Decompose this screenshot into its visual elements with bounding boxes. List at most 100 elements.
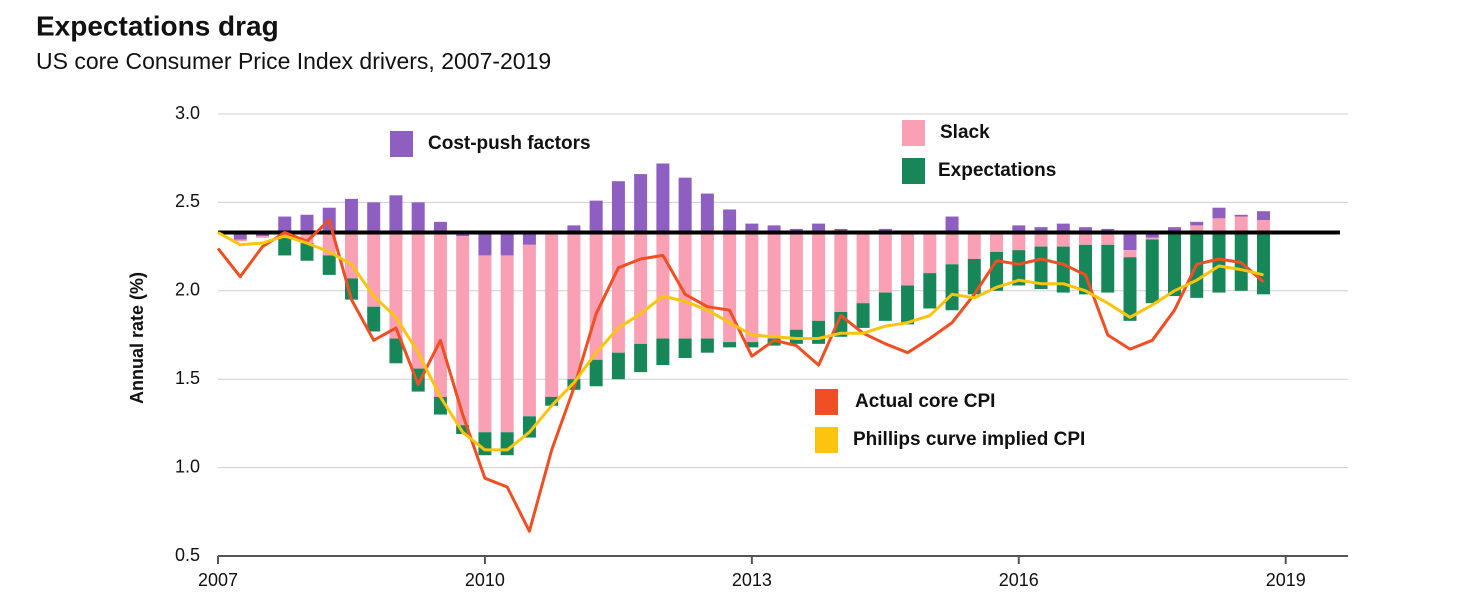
bar-segment	[233, 232, 247, 240]
bar-segment	[812, 232, 826, 321]
bar-segment	[1012, 232, 1026, 251]
bar-segment	[789, 329, 803, 344]
bar-segment	[1190, 225, 1204, 233]
bar-segment	[1212, 218, 1226, 233]
x-tick-label: 2007	[198, 570, 238, 590]
bar-segment	[389, 338, 403, 364]
legend-swatch	[902, 120, 925, 146]
bar-segment	[233, 239, 247, 242]
bar-segment	[656, 163, 670, 233]
bar-segment	[1056, 223, 1070, 233]
bar-segment	[278, 237, 292, 256]
bar-segment	[589, 200, 603, 233]
bar-segment	[700, 193, 714, 233]
x-tick-label: 2016	[999, 570, 1039, 590]
bar-segment	[589, 359, 603, 387]
bar-segment	[300, 214, 314, 233]
bar-segment	[767, 232, 781, 339]
bar-segment	[812, 223, 826, 233]
y-tick-label: 2.0	[175, 280, 200, 300]
y-tick-label: 3.0	[175, 103, 200, 123]
bar-segment	[1145, 237, 1159, 240]
bar-segment	[745, 232, 759, 343]
bar-segment	[923, 234, 937, 274]
bar-segment	[456, 235, 470, 426]
bar-segment	[634, 343, 648, 373]
legend-label: Phillips curve implied CPI	[853, 429, 1085, 450]
bar-segment	[1079, 227, 1093, 233]
bar-segment	[1256, 232, 1270, 295]
bar-segment	[1101, 244, 1115, 293]
bar-segment	[967, 232, 981, 259]
bar-segment	[1212, 232, 1226, 293]
bar-segment	[433, 221, 447, 233]
legend-swatch	[815, 427, 838, 453]
bar-segment	[834, 232, 848, 313]
bar-segment	[1012, 225, 1026, 233]
bar-segment	[300, 243, 314, 261]
bar-segment	[1234, 214, 1248, 217]
bar-segment	[1145, 239, 1159, 304]
bar-segment	[878, 292, 892, 321]
bar-segment	[545, 232, 559, 397]
bar-segment	[611, 232, 625, 353]
bar-segment	[545, 396, 559, 406]
bar-segment	[567, 225, 581, 233]
bar-segment	[967, 258, 981, 295]
bar-segment	[1101, 232, 1115, 245]
bar-segment	[678, 338, 692, 358]
bar-segment	[255, 235, 269, 238]
bar-segment	[500, 255, 514, 433]
bar-segment	[1123, 250, 1137, 258]
bar-segment	[1034, 232, 1048, 247]
bar-segment	[901, 285, 915, 325]
chart-subtitle: US core Consumer Price Index drivers, 20…	[36, 48, 551, 74]
bar-segment	[745, 342, 759, 348]
bar-segment	[500, 232, 514, 256]
legend-swatch	[390, 131, 413, 157]
bar-segment	[1145, 232, 1159, 238]
bar-segment	[522, 416, 536, 438]
bar-segment	[1056, 246, 1070, 293]
bar-segment	[656, 232, 670, 339]
x-tick-label: 2019	[1266, 570, 1306, 590]
bar-segment	[678, 177, 692, 233]
bar-segment	[1123, 257, 1137, 321]
bar-segment	[411, 232, 425, 369]
legend-swatch	[902, 158, 925, 184]
bar-segment	[723, 342, 737, 348]
bar-segment	[901, 232, 915, 286]
bar-segment	[767, 225, 781, 233]
line-series	[216, 218, 1265, 533]
bar-segment	[745, 223, 759, 233]
legend-label: Actual core CPI	[855, 391, 995, 412]
bar-segment	[878, 232, 892, 293]
legend-label: Cost-push factors	[428, 133, 591, 154]
bar-segment	[344, 198, 358, 233]
bar-segment	[789, 232, 803, 330]
y-axis-label: Annual rate (%)	[127, 272, 147, 404]
bar-segment	[1190, 221, 1204, 226]
y-tick-label: 1.0	[175, 456, 200, 476]
bar-segment	[700, 338, 714, 353]
chart-title: Expectations drag	[36, 10, 279, 41]
bar-segment	[478, 232, 492, 256]
bar-segment	[945, 232, 959, 265]
y-tick-label: 0.5	[175, 545, 200, 565]
y-tick-label: 1.5	[175, 368, 200, 388]
bar-segment	[990, 232, 1004, 252]
bar-segment	[433, 232, 447, 397]
bar-segment	[1056, 232, 1070, 247]
bar-segment	[611, 181, 625, 233]
bar-segment	[367, 306, 381, 332]
bar-segment	[1234, 216, 1248, 233]
bar-segment	[923, 273, 937, 309]
bar-segment	[611, 352, 625, 380]
bar-segment	[478, 255, 492, 433]
bar-segment	[856, 232, 870, 304]
bar-segment	[322, 255, 336, 275]
bar-segment	[1034, 246, 1048, 290]
bar-segment	[1167, 232, 1181, 297]
bar-segment	[812, 320, 826, 344]
bar-segment	[700, 232, 714, 339]
